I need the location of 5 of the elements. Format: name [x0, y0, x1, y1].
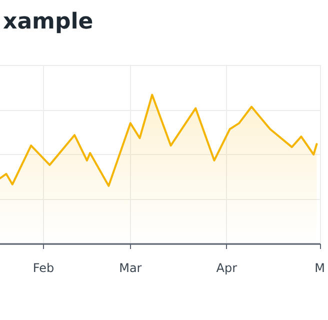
x-tick-label: M: [314, 261, 326, 275]
x-tick-label: Mar: [119, 261, 142, 275]
x-tick-label: Feb: [32, 261, 54, 275]
x-tick-label: Apr: [216, 261, 238, 275]
chart-title: xample: [3, 10, 94, 34]
